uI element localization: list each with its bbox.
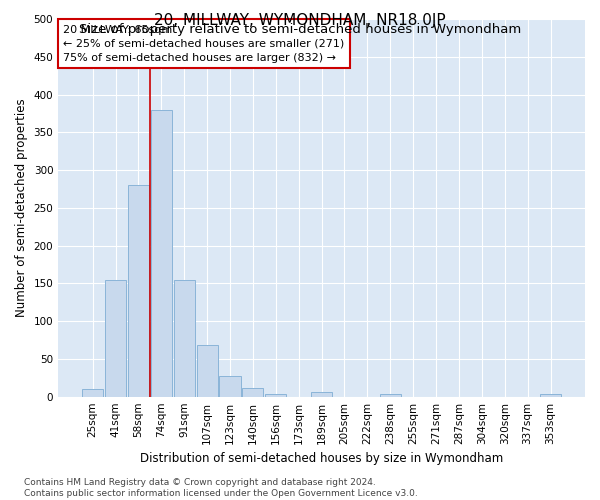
Text: Contains HM Land Registry data © Crown copyright and database right 2024.
Contai: Contains HM Land Registry data © Crown c… bbox=[24, 478, 418, 498]
Text: Size of property relative to semi-detached houses in Wymondham: Size of property relative to semi-detach… bbox=[79, 22, 521, 36]
Bar bbox=[105, 280, 126, 396]
X-axis label: Distribution of semi-detached houses by size in Wymondham: Distribution of semi-detached houses by … bbox=[140, 452, 503, 465]
Text: 20, MILLWAY, WYMONDHAM, NR18 0JP: 20, MILLWAY, WYMONDHAM, NR18 0JP bbox=[154, 12, 446, 28]
Bar bbox=[128, 185, 149, 396]
Bar bbox=[173, 280, 195, 396]
Bar bbox=[265, 394, 286, 396]
Bar bbox=[311, 392, 332, 396]
Text: 20 MILLWAY: 65sqm
← 25% of semi-detached houses are smaller (271)
75% of semi-de: 20 MILLWAY: 65sqm ← 25% of semi-detached… bbox=[64, 24, 344, 62]
Bar bbox=[82, 389, 103, 396]
Bar bbox=[197, 346, 218, 397]
Y-axis label: Number of semi-detached properties: Number of semi-detached properties bbox=[15, 98, 28, 317]
Bar bbox=[380, 394, 401, 396]
Bar bbox=[540, 394, 561, 396]
Bar bbox=[220, 376, 241, 396]
Bar bbox=[151, 110, 172, 397]
Bar bbox=[242, 388, 263, 396]
